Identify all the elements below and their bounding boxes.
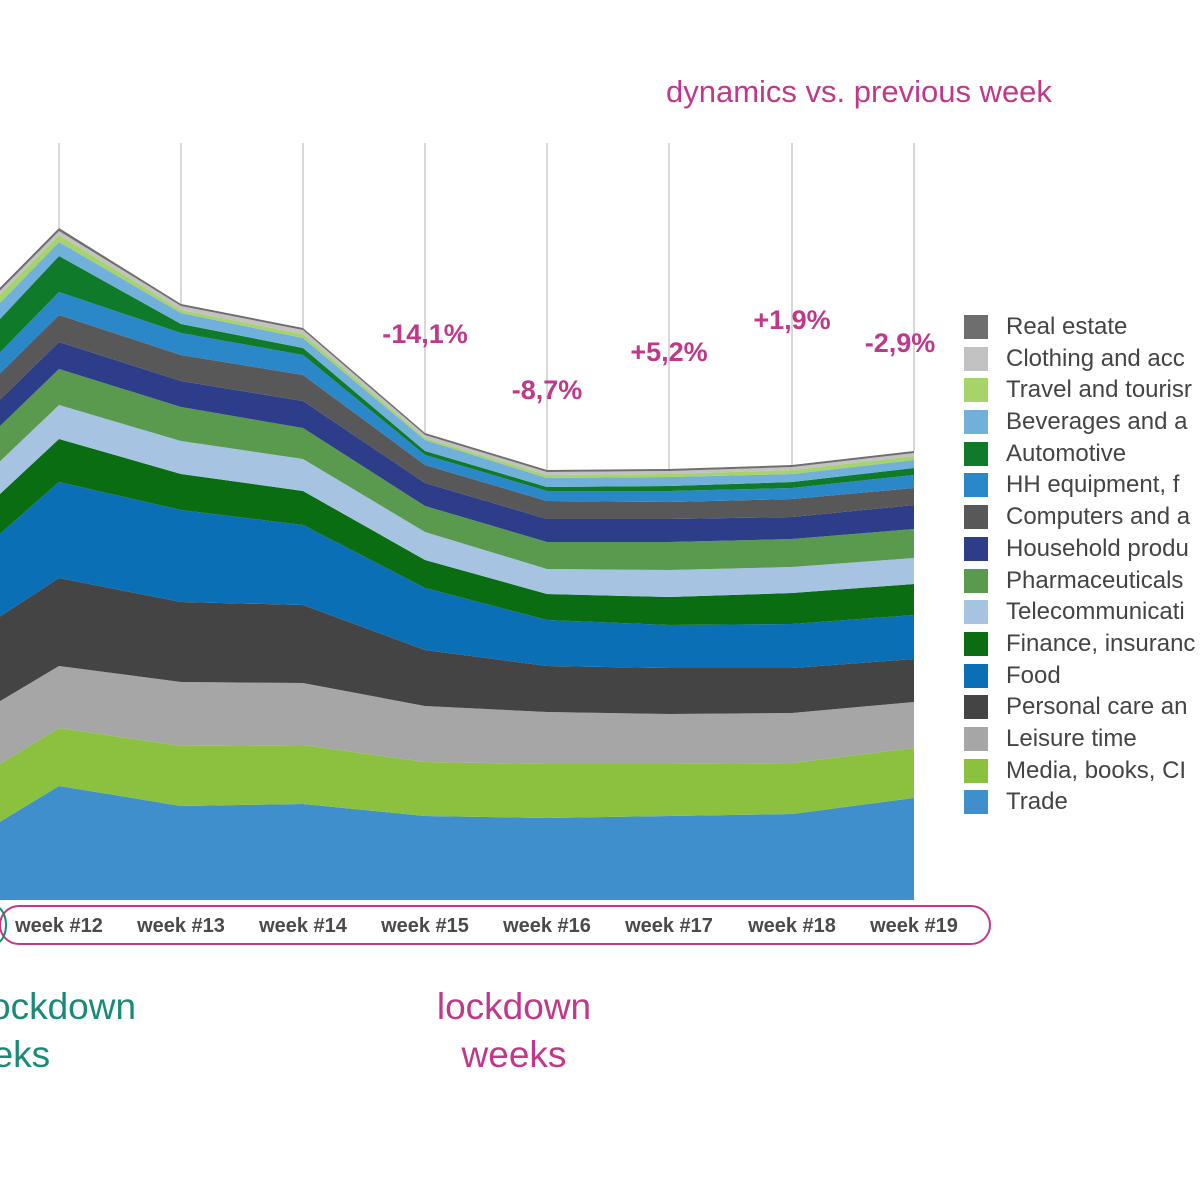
legend-swatch [964,695,988,720]
legend-label: Media, books, CI [1006,756,1187,784]
area-series-travel-and-tourisr [0,235,914,478]
legend-label: Food [1006,661,1061,689]
x-tick-label: week #14 [258,915,348,937]
legend-swatch [964,378,988,403]
legend-label: Automotive [1006,439,1127,467]
annotations-group: -14,1% -8,7% +5,2% +1,9% -2,9% [382,305,935,405]
legend-swatch [964,790,988,815]
legend-swatch [964,568,988,593]
dynamics-annotation: -2,9% [865,328,936,358]
legend-swatch [964,441,988,466]
pre-lockdown-line1: ockdown [0,986,137,1027]
legend-swatch [964,315,988,339]
legend-swatch [964,758,988,783]
x-tick-label: week #17 [624,915,713,937]
area-series-media-books-ci [0,728,914,822]
dynamics-annotation: +5,2% [630,337,707,367]
lockdown-line1: lockdown [436,986,592,1027]
area-series-food [0,482,914,668]
legend-swatch [964,600,988,625]
area-series-beverages-and-a [0,242,914,487]
legend-label: Trade [1006,788,1068,816]
area-series-telecommunicati [0,405,914,597]
area-series-personal-care-an [0,578,914,714]
legend-label: Telecommunicati [1006,598,1185,626]
x-axis [0,905,991,945]
area-series-trade [0,786,914,900]
legend-swatch [964,536,988,561]
x-tick-label: week #15 [380,915,469,937]
legend-swatch [964,505,988,530]
gridlines [58,143,915,470]
legend-label: Personal care an [1006,693,1188,721]
x-tick-label: week #19 [869,915,958,937]
legend-label: Travel and tourisr [1006,376,1192,404]
lockdown-line2: weeks [461,1034,567,1075]
legend-swatch [964,346,988,371]
area-series-group [0,228,914,900]
pre-lockdown-weeks-label: ockdown eeks [0,983,136,1079]
legend-label: HH equipment, f [1006,471,1180,499]
legend-label: Pharmaceuticals [1006,566,1184,594]
x-tick-label: week #16 [502,915,591,937]
area-series-household-produ [0,342,914,542]
legend-label: Leisure time [1006,724,1137,752]
legend-label: Computers and a [1006,503,1191,531]
chart-title: dynamics vs. previous week [666,74,1052,109]
lockdown-weeks-label: lockdown weeks [425,983,603,1079]
area-series-computers-and-a [0,315,914,519]
x-tick-label: week #18 [747,915,836,937]
x-tick-label: week #12 [14,915,103,937]
legend-label: Clothing and acc [1006,344,1185,372]
pre-lockdown-line2: eeks [0,1034,51,1075]
legend-swatch [964,473,988,498]
area-series-automotive [0,256,914,491]
legend-label: Real estate [1006,313,1128,340]
lockdown-weeks-bracket [0,905,991,945]
x-tick-label: week #13 [136,915,225,937]
legend-swatch [964,726,988,751]
pre-lockdown-bracket-end [0,907,7,943]
area-series-pharmaceuticals [0,369,914,570]
area-series-leisure-time [0,666,914,764]
area-series-hh-equipment-f [0,292,914,502]
dynamics-annotation: -14,1% [382,319,468,349]
dynamics-annotation: +1,9% [753,305,830,335]
legend-label: Household produ [1006,534,1189,562]
legend-label: Finance, insuranc [1006,629,1196,657]
legend-swatch [964,410,988,435]
dynamics-annotation: -8,7% [512,375,583,405]
legend-swatch [964,631,988,656]
legend-swatch [964,663,988,688]
legend-label: Beverages and a [1006,408,1188,436]
area-series-finance-insuranc [0,439,914,625]
x-tick-labels: week #12 week #13 week #14 week #15 week #16… [14,915,958,937]
